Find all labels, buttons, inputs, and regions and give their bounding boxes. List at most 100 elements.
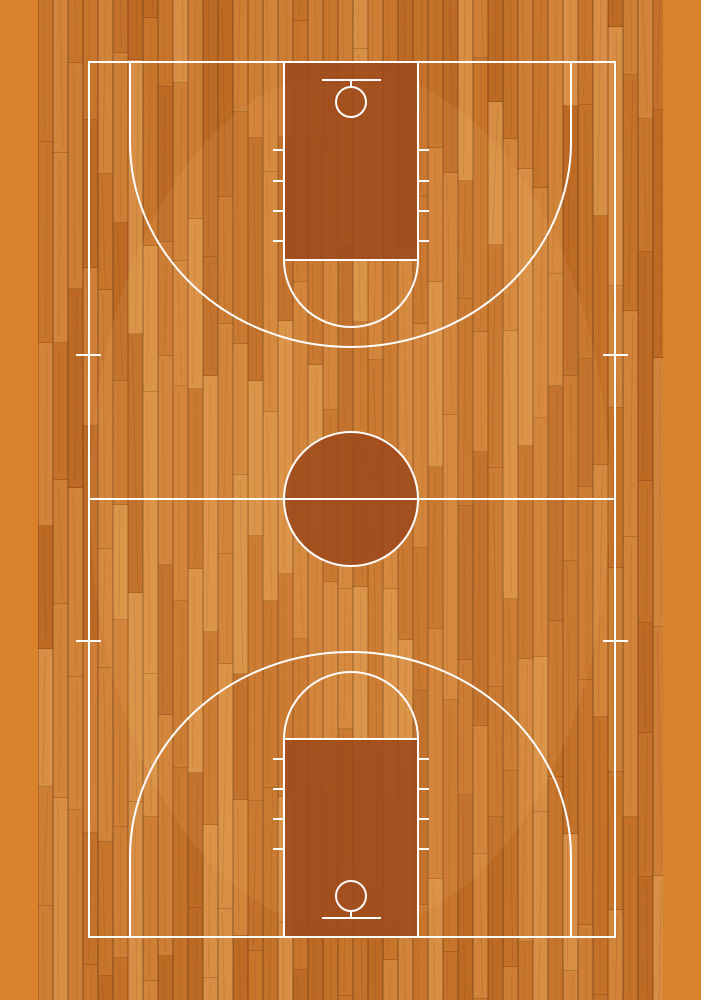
wood-grain xyxy=(58,157,61,339)
wood-grain xyxy=(644,737,649,873)
bottom-three-point-line xyxy=(129,651,572,937)
wood-grain xyxy=(208,261,214,372)
floor-plank xyxy=(98,668,113,842)
floor-plank xyxy=(68,810,83,1000)
wood-grain xyxy=(522,450,527,655)
floor-plank xyxy=(383,960,398,1000)
top-rim xyxy=(335,86,367,118)
floor-plank xyxy=(518,942,533,1000)
floor-plank xyxy=(503,967,518,1000)
wood-grain xyxy=(597,0,602,212)
floor-plank xyxy=(248,381,263,536)
bottom-key-lane xyxy=(283,738,419,937)
floor-plank xyxy=(128,593,143,802)
floor-plank xyxy=(83,268,98,426)
floor-plank xyxy=(173,0,188,83)
floor-plank xyxy=(38,142,53,343)
floor-plank xyxy=(233,475,248,674)
floor-plank xyxy=(593,0,608,216)
floor-plank xyxy=(113,505,128,620)
wood-grain xyxy=(222,328,228,550)
wood-grain xyxy=(433,883,435,1000)
floor-plank xyxy=(233,344,248,475)
wood-grain xyxy=(642,256,646,477)
wood-grain xyxy=(508,603,513,767)
floor-plank xyxy=(533,0,548,188)
floor-plank xyxy=(68,289,83,488)
wood-grain xyxy=(446,177,453,411)
wood-grain xyxy=(509,0,513,135)
wood-grain xyxy=(507,335,513,595)
floor-plank xyxy=(263,601,278,788)
floor-plank xyxy=(188,219,203,389)
floor-plank xyxy=(128,334,143,593)
floor-plank xyxy=(458,299,473,506)
floor-plank xyxy=(443,952,458,1000)
floor-plank xyxy=(488,102,503,245)
wood-grain xyxy=(207,829,211,974)
floor-plank xyxy=(308,533,323,781)
wood-grain xyxy=(416,552,420,687)
floor-plank xyxy=(653,358,663,627)
floor-plank xyxy=(38,787,53,906)
bottom-rim xyxy=(335,880,367,912)
floor-plank xyxy=(53,480,68,604)
wood-grain xyxy=(131,338,139,589)
wood-grain xyxy=(507,143,511,327)
floor-plank xyxy=(623,311,638,537)
floor-plank xyxy=(608,0,623,27)
floor-plank xyxy=(53,798,68,1000)
floor-plank xyxy=(623,537,638,817)
wood-grain xyxy=(162,960,165,1000)
wood-grain xyxy=(659,362,662,623)
wood-grain xyxy=(493,472,497,683)
wood-grain xyxy=(521,663,528,938)
wood-grain xyxy=(657,631,663,872)
floor-plank xyxy=(143,392,158,674)
wood-grain xyxy=(146,396,150,670)
wood-grain xyxy=(253,142,258,377)
wood-grain xyxy=(195,912,198,1000)
floor-plank xyxy=(263,172,278,412)
floor-plank xyxy=(638,623,653,733)
wood-grain xyxy=(462,185,466,295)
wood-grain xyxy=(101,846,107,972)
floor-plank xyxy=(518,169,533,446)
floor-plank xyxy=(458,506,473,660)
floor-plank xyxy=(53,604,68,798)
floor-plank xyxy=(248,801,263,951)
wood-grain xyxy=(146,250,150,388)
floor-plank xyxy=(563,0,578,106)
wood-grain xyxy=(192,573,195,769)
wood-grain xyxy=(523,946,526,1000)
floor-plank xyxy=(443,415,458,700)
wood-grain xyxy=(642,123,648,248)
floor-plank xyxy=(338,996,353,1000)
wood-grain xyxy=(646,881,649,1000)
floor-plank xyxy=(458,181,473,299)
floor-plank xyxy=(53,153,68,343)
wood-grain xyxy=(163,91,166,238)
wood-grain xyxy=(538,816,543,1000)
wood-grain xyxy=(178,772,181,1000)
floor-plank xyxy=(503,139,518,331)
wood-grain xyxy=(208,636,211,821)
center-circle xyxy=(283,431,419,567)
floor-plank xyxy=(623,0,638,75)
floor-plank xyxy=(428,467,443,629)
wood-grain xyxy=(612,572,615,768)
wood-grain xyxy=(446,419,449,696)
floor-plank xyxy=(563,971,578,1000)
floor-plank xyxy=(518,659,533,942)
floor-plank xyxy=(233,0,248,112)
wood-grain xyxy=(492,106,499,241)
wood-grain xyxy=(196,777,199,904)
wood-grain xyxy=(477,456,481,722)
floor-plank xyxy=(203,376,218,632)
floor-plank xyxy=(398,516,413,640)
floor-plank xyxy=(293,0,308,21)
floor-plank xyxy=(38,906,53,1000)
floor-plank xyxy=(533,418,548,657)
floor-plank xyxy=(398,249,413,516)
floor-plank xyxy=(113,381,128,505)
